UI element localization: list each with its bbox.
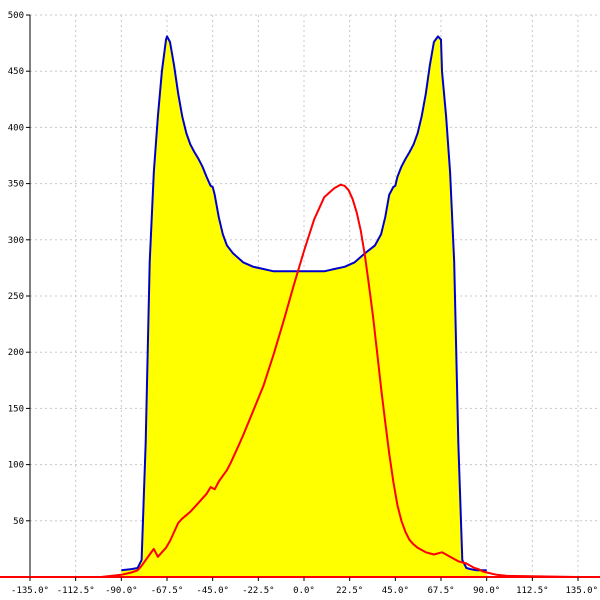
x-tick-label: 45.0° <box>382 586 409 596</box>
y-tick-label: 200 <box>8 348 24 358</box>
y-tick-label: 150 <box>8 404 24 414</box>
y-tick-label: 50 <box>13 517 24 527</box>
x-tick-label: -22.5° <box>242 586 275 596</box>
y-tick-label: 350 <box>8 180 24 190</box>
y-tick-label: 500 <box>8 11 24 21</box>
x-tick-label: 112.5° <box>516 586 549 596</box>
y-tick-label: 100 <box>8 461 24 471</box>
x-tick-label: -45.0° <box>196 586 229 596</box>
x-tick-label: -90.0° <box>105 586 138 596</box>
x-tick-label: 67.5° <box>427 586 454 596</box>
x-tick-label: 0.0° <box>293 586 315 596</box>
y-tick-label: 300 <box>8 236 24 246</box>
series-0-area <box>121 36 487 577</box>
x-tick-label: 90.0° <box>473 586 500 596</box>
y-tick-label: 250 <box>8 292 24 302</box>
x-tick-label: 135.0° <box>565 586 598 596</box>
x-tick-label: -67.5° <box>151 586 184 596</box>
x-tick-label: -112.5° <box>57 586 95 596</box>
y-tick-label: 400 <box>8 123 24 133</box>
x-tick-label: 22.5° <box>336 586 363 596</box>
series-0-line <box>121 35 487 572</box>
x-tick-label: -135.0° <box>11 586 49 596</box>
series-1-line <box>30 183 579 578</box>
y-tick-label: 450 <box>8 67 24 77</box>
